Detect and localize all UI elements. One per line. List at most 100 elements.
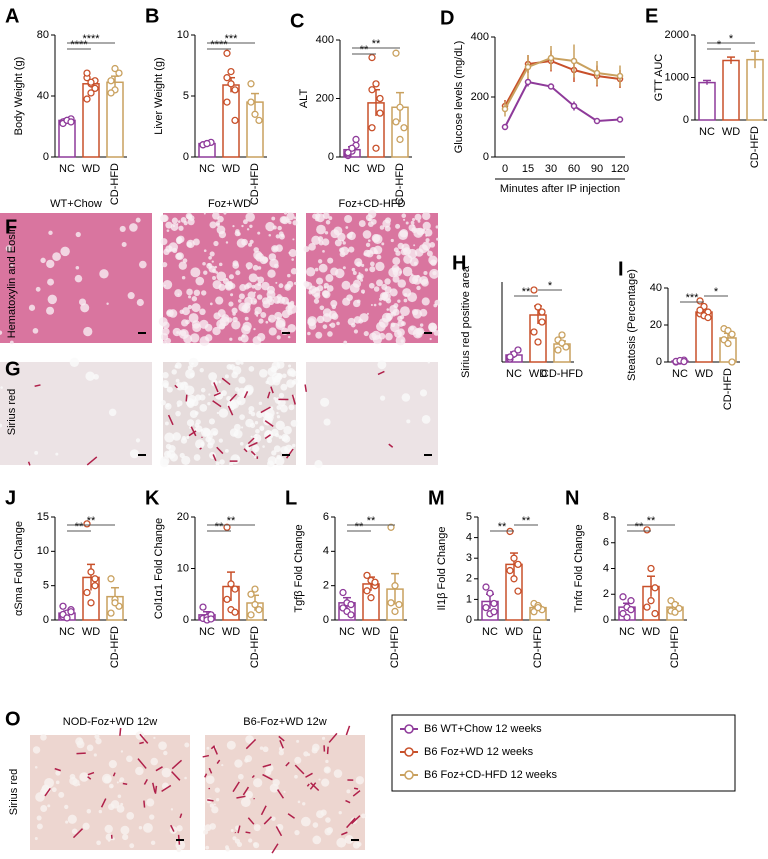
tissue-texture — [226, 241, 228, 243]
x-tick-label: NC — [344, 163, 360, 175]
tissue-texture — [319, 264, 328, 273]
tissue-texture — [294, 757, 301, 764]
tissue-texture — [199, 320, 208, 329]
tissue-texture — [171, 808, 173, 810]
x-tick-label: WD — [722, 126, 740, 138]
y-tick-label: 3 — [466, 552, 472, 564]
panel-letter: J — [5, 487, 16, 509]
tissue-texture — [406, 419, 410, 423]
tissue-texture — [265, 381, 268, 384]
tissue-texture — [228, 301, 233, 306]
tissue-texture — [205, 436, 211, 442]
tissue-texture — [165, 421, 169, 425]
tissue-texture — [402, 393, 411, 402]
tissue-texture — [413, 309, 423, 319]
tissue-texture — [324, 828, 331, 835]
tissue-texture — [259, 402, 262, 405]
x-tick-label: 30 — [545, 163, 557, 175]
tissue-texture — [231, 829, 234, 832]
tissue-texture — [244, 758, 248, 762]
tissue-texture — [303, 751, 308, 756]
tissue-texture — [238, 299, 242, 303]
tissue-texture — [146, 798, 154, 806]
tissue-texture — [294, 775, 298, 779]
tissue-texture — [348, 247, 354, 253]
tissue-texture — [219, 263, 223, 267]
data-point — [224, 596, 230, 602]
tissue-texture — [271, 217, 275, 221]
tissue-texture — [161, 400, 166, 405]
data-point — [644, 604, 650, 610]
data-point — [256, 607, 262, 613]
tissue-texture — [386, 313, 393, 320]
tissue-texture — [203, 830, 208, 835]
tissue-texture — [120, 826, 129, 835]
tissue-texture — [229, 462, 233, 466]
data-point — [483, 605, 489, 611]
tissue-texture — [347, 232, 355, 240]
tissue-texture — [288, 364, 291, 367]
tissue-texture — [37, 816, 42, 821]
tissue-texture — [388, 268, 398, 278]
tissue-texture — [371, 304, 373, 306]
tissue-texture — [150, 758, 158, 766]
tissue-texture — [286, 301, 289, 304]
significance-label: ** — [635, 521, 644, 533]
fibrosis — [123, 784, 127, 785]
tissue-texture — [257, 294, 262, 299]
data-point — [84, 96, 90, 102]
tissue-texture — [192, 296, 197, 301]
y-tick-label: 5 — [466, 511, 472, 523]
tissue-texture — [316, 225, 326, 235]
x-tick-label: NC — [199, 626, 215, 638]
tissue-texture — [209, 823, 216, 830]
tissue-texture — [267, 270, 275, 278]
tissue-texture — [321, 778, 329, 786]
tissue-texture — [234, 424, 241, 431]
tissue-texture — [422, 415, 431, 424]
tissue-texture — [307, 332, 311, 336]
data-point — [88, 79, 94, 85]
data-point — [88, 600, 94, 606]
data-point — [224, 75, 230, 81]
tissue-texture — [417, 275, 420, 278]
tissue-texture — [35, 766, 38, 769]
tissue-texture — [254, 283, 261, 290]
y-tick-label: 400 — [471, 31, 489, 43]
tissue-texture — [207, 442, 213, 448]
tissue-texture — [277, 415, 280, 418]
tissue-texture — [260, 312, 266, 318]
data-point — [515, 347, 521, 353]
tissue-texture — [135, 767, 143, 775]
tissue-texture — [323, 291, 331, 299]
tissue-texture — [208, 263, 211, 266]
tissue-texture — [403, 219, 405, 221]
x-tick-label: NC — [339, 626, 355, 638]
panel-letter: M — [428, 487, 445, 509]
tissue-texture — [327, 331, 333, 337]
y-tick-label: 2 — [603, 588, 609, 600]
tissue-texture — [205, 334, 212, 341]
x-tick-label: WD — [362, 626, 380, 638]
tissue-texture — [191, 362, 194, 365]
tissue-texture — [381, 242, 384, 245]
tissue-texture — [221, 764, 223, 766]
marker — [526, 65, 531, 70]
fibrosis — [155, 786, 156, 794]
tissue-texture — [174, 289, 182, 297]
legend-label: B6 Foz+CD-HFD 12 weeks — [424, 769, 557, 781]
tissue-texture — [420, 389, 427, 396]
tissue-texture — [194, 454, 201, 461]
tissue-texture — [368, 239, 371, 242]
tissue-texture — [239, 414, 245, 420]
tissue-texture — [216, 221, 220, 225]
row-label: Hematoxylin and Eosin — [6, 226, 18, 339]
tissue-texture — [212, 327, 220, 335]
y-tick-label: 4 — [323, 545, 329, 557]
significance-label: ** — [372, 38, 381, 50]
marker — [503, 107, 508, 112]
tissue-texture — [256, 315, 258, 317]
tissue-texture — [206, 775, 215, 784]
data-point — [88, 569, 94, 575]
tissue-texture — [218, 380, 221, 383]
